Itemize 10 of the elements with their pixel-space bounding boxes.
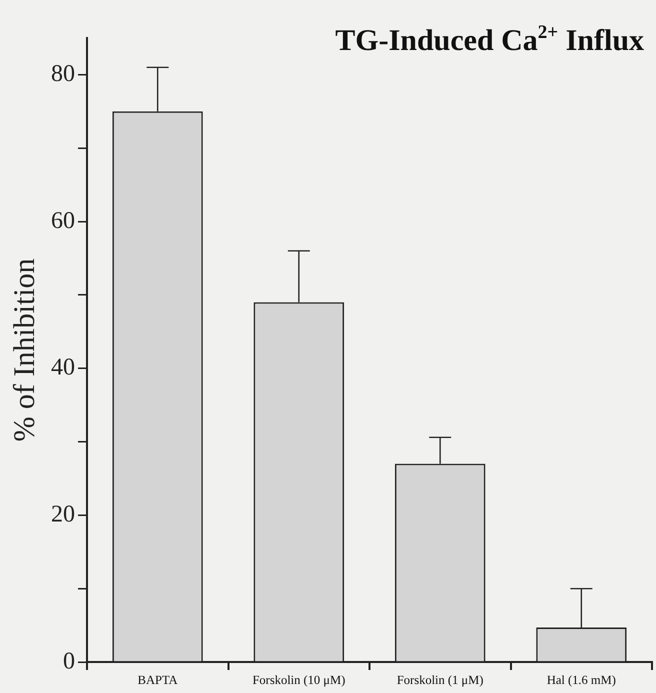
y-tick-label: 40 <box>51 354 75 381</box>
x-tick-label: Forskolin (10 μM) <box>252 672 346 687</box>
y-tick-label: 20 <box>51 501 75 528</box>
x-tick-label: Hal (1.6 mM) <box>546 672 616 687</box>
x-tick-label: Forskolin (1 μM) <box>396 672 484 687</box>
y-tick-label: 60 <box>51 208 75 234</box>
y-tick-label: 0 <box>63 648 75 674</box>
y-axis-title: % of Inhibition <box>8 258 41 442</box>
x-tick-label: BAPTA <box>138 672 178 687</box>
y-tick-label: 80 <box>51 61 75 88</box>
